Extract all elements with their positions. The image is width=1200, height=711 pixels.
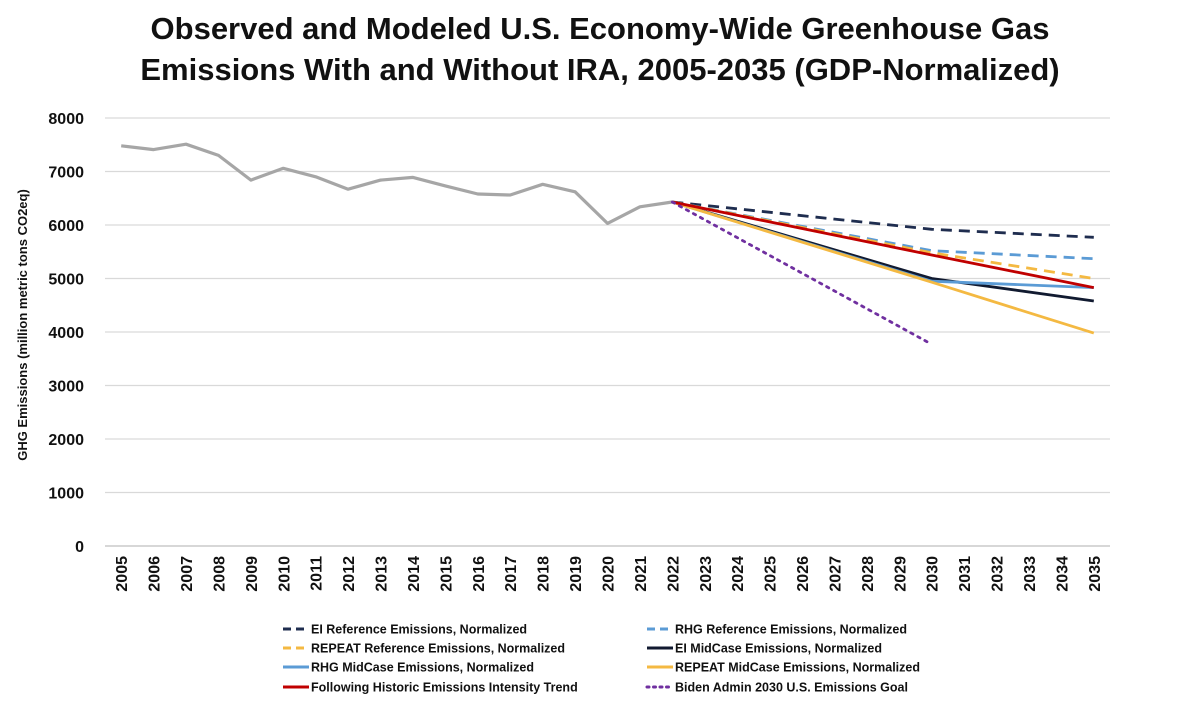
x-tick-label: 2011 (309, 556, 326, 591)
x-tick-label: 2031 (957, 556, 974, 592)
series-lines (121, 142, 1095, 346)
x-tick-label: 2006 (147, 556, 164, 592)
legend: EI Reference Emissions, Normalized RHG Re… (283, 623, 920, 695)
y-tick-label: 2000 (48, 432, 84, 449)
x-tick-label: 2021 (633, 556, 650, 592)
x-tick-label: 2027 (827, 556, 844, 592)
x-tick-label: 2017 (503, 556, 520, 592)
legend-label-2: REPEAT Reference Emissions, Normalized (311, 642, 565, 656)
x-tick-label: 2028 (860, 556, 877, 592)
legend-label-5: REPEAT MidCase Emissions, Normalized (675, 661, 920, 675)
y-tick-label: 4000 (48, 325, 84, 342)
y-tick-label: 6000 (48, 218, 84, 235)
chart-title-line-1: Observed and Modeled U.S. Economy-Wide G… (150, 11, 1050, 46)
y-tick-label: 8000 (48, 111, 84, 128)
y-tick-label: 1000 (48, 486, 84, 503)
y-tick-label: 5000 (48, 272, 84, 289)
x-tick-label: 2025 (763, 556, 780, 592)
x-tick-label: 2007 (179, 556, 196, 592)
x-tick-label: 2022 (665, 556, 682, 592)
x-tick-label: 2035 (1087, 556, 1104, 592)
x-tick-label: 2034 (1054, 556, 1071, 592)
series-line-8 (670, 200, 934, 346)
x-tick-label: 2016 (471, 556, 488, 592)
chart-title: Observed and Modeled U.S. Economy-Wide G… (0, 8, 1200, 90)
x-tick-label: 2005 (114, 556, 131, 592)
x-tick-label: 2029 (892, 556, 909, 592)
series-line-0 (121, 142, 673, 225)
legend-label-4: RHG MidCase Emissions, Normalized (311, 661, 534, 675)
y-tick-label: 3000 (48, 379, 84, 396)
series-line-7 (672, 200, 1095, 289)
x-tick-label: 2032 (990, 556, 1007, 592)
x-tick-label: 2012 (341, 556, 358, 592)
series-line-2 (672, 200, 1094, 261)
x-tick-label: 2033 (1022, 556, 1039, 592)
y-axis-tick-labels: 0 1000 2000 3000 4000 5000 6000 7000 8000 (48, 111, 84, 556)
y-tick-label: 7000 (48, 165, 84, 182)
x-axis-tick-labels: 2005 2006 2007 2008 2009 2010 2011 2012 2013 2014… (114, 556, 1104, 592)
x-tick-label: 2019 (568, 556, 585, 592)
x-tick-label: 2015 (438, 556, 455, 592)
y-tick-label: 0 (75, 539, 84, 556)
series-line-6 (671, 200, 1095, 335)
gridlines (105, 117, 1110, 547)
x-tick-label: 2014 (406, 556, 423, 592)
x-tick-label: 2026 (795, 556, 812, 592)
x-tick-label: 2008 (211, 556, 228, 592)
x-tick-label: 2023 (698, 556, 715, 592)
x-tick-label: 2013 (374, 556, 391, 592)
legend-label-0: EI Reference Emissions, Normalized (311, 623, 527, 637)
x-tick-label: 2030 (925, 556, 942, 592)
legend-label-7: Biden Admin 2030 U.S. Emissions Goal (675, 681, 908, 695)
x-tick-label: 2009 (244, 556, 261, 592)
x-tick-label: 2024 (730, 556, 747, 592)
x-tick-label: 2018 (536, 556, 553, 592)
x-tick-label: 2010 (276, 556, 293, 592)
legend-label-6: Following Historic Emissions Intensity T… (311, 681, 578, 695)
series-line-1 (672, 200, 1094, 239)
chart-title-line-2: Emissions With and Without IRA, 2005-203… (140, 52, 1060, 87)
legend-label-1: RHG Reference Emissions, Normalized (675, 623, 907, 637)
x-tick-label: 2020 (601, 556, 618, 592)
y-axis-label: GHG Emissions (million metric tons CO2eq… (15, 189, 30, 461)
legend-label-3: EI MidCase Emissions, Normalized (675, 642, 882, 656)
